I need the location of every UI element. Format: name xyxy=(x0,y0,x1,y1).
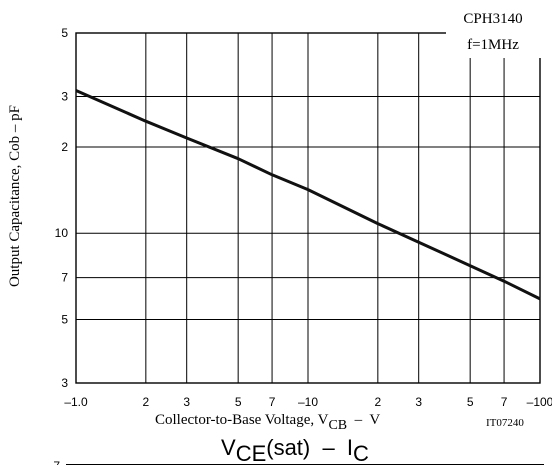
x-tick-label: 2 xyxy=(142,395,149,409)
x-axis-label-subscript: CB xyxy=(328,418,347,433)
x-tick-label: 5 xyxy=(467,395,474,409)
next-chart-title-b: (sat) – I xyxy=(266,435,353,460)
x-tick-labels: –1.0 2 3 5 7 –10 2 3 5 7 –100 xyxy=(64,395,552,409)
x-tick-label: 3 xyxy=(415,395,422,409)
figure-code: IT07240 xyxy=(486,417,524,429)
y-tick-labels: 3 5 7 10 2 3 5 xyxy=(55,26,69,390)
x-axis-label-unit: – V xyxy=(347,412,380,428)
y-tick-label: 5 xyxy=(61,312,68,326)
x-tick-label: 7 xyxy=(501,395,508,409)
x-tick-label: –10 xyxy=(298,395,318,409)
y-axis-label: Output Capacitance, Cob – pF xyxy=(7,105,23,287)
y-tick-label: 2 xyxy=(61,140,68,154)
next-chart-title-b-sub: C xyxy=(353,441,369,465)
next-chart-tick-label: 7 xyxy=(53,459,60,465)
annotation-frequency: f=1MHz xyxy=(467,37,519,53)
y-tick-label: 3 xyxy=(61,376,68,390)
y-tick-label: 3 xyxy=(61,90,68,104)
x-axis-label-main: Collector-to-Base Voltage, V xyxy=(155,412,329,428)
x-tick-label: 5 xyxy=(235,395,242,409)
annotation-part-number: CPH3140 xyxy=(463,11,522,27)
grid-lines xyxy=(75,32,541,384)
y-tick-label: 10 xyxy=(55,226,69,240)
x-tick-label: –1.0 xyxy=(64,395,88,409)
series-layer xyxy=(75,89,541,301)
x-tick-label: –100 xyxy=(527,395,552,409)
annotation-box: CPH3140 f=1MHz xyxy=(446,6,542,58)
y-tick-label: 5 xyxy=(61,26,68,40)
next-chart-title-a-sub: CE xyxy=(236,441,267,465)
x-tick-label: 3 xyxy=(183,395,190,409)
plot-frame xyxy=(75,32,541,384)
next-chart-title-a: V xyxy=(221,435,236,460)
x-axis-label: Collector-to-Base Voltage, VCB – V xyxy=(155,412,380,433)
series-line xyxy=(75,89,541,301)
x-tick-label: 7 xyxy=(269,395,276,409)
y-tick-label: 7 xyxy=(61,271,68,285)
next-chart-title: VCE(sat) – IC xyxy=(221,435,369,465)
x-tick-label: 2 xyxy=(374,395,381,409)
